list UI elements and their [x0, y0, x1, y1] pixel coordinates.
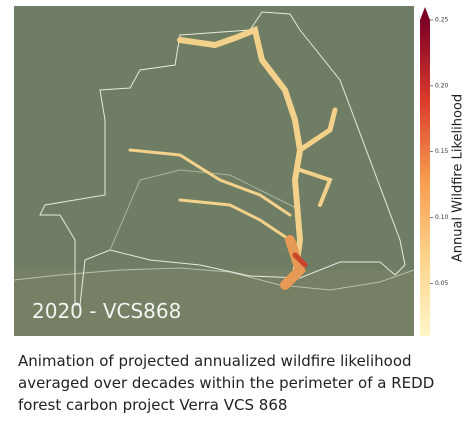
- caption-line: averaged over decades within the perimet…: [18, 374, 434, 392]
- colorbar-title: Annual Wildfire Likelihood: [451, 94, 466, 262]
- map-label: 2020 - VCS868: [32, 299, 181, 323]
- caption-line: forest carbon project Verra VCS 868: [18, 396, 287, 414]
- colorbar-tick-label: 0.10: [435, 214, 449, 221]
- colorbar-tick-label: 0.20: [435, 82, 449, 89]
- fire-paths: [128, 25, 338, 290]
- colorbar-tick-label: 0.15: [435, 148, 449, 155]
- project-boundary: [13, 11, 415, 306]
- colorbar-tick-label: 0.25: [435, 17, 449, 24]
- colorbar: [420, 20, 430, 336]
- caption-line: Animation of projected annualized wildfi…: [18, 352, 412, 370]
- colorbar-tick-label: 0.05: [435, 280, 449, 287]
- colorbar-extend: [420, 7, 430, 20]
